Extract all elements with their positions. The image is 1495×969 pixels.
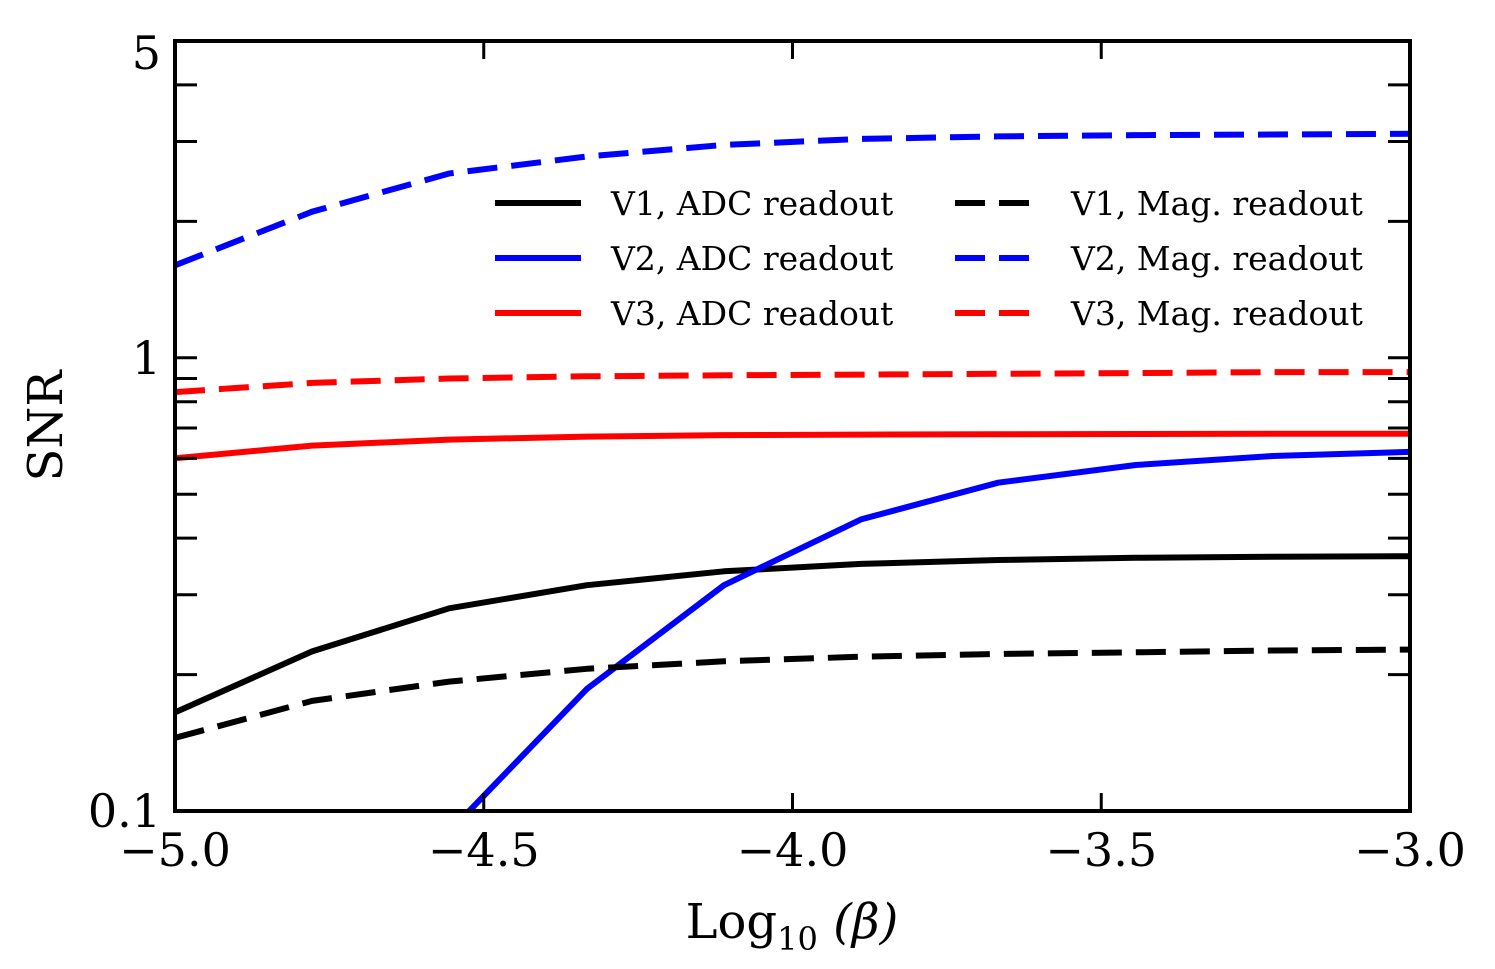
series-line-3 [175, 430, 1410, 462]
series-layer [175, 130, 1410, 811]
series-line-5 [175, 130, 1410, 269]
y-axis-title: SNR [18, 369, 74, 482]
legend-label-3: V3, ADC readout [610, 294, 893, 333]
x-axis-title: Log10 (β) [686, 894, 899, 958]
axis-labels: −5.0 −4.5 −4.0 −3.5 −3.0 5 1 0.1 Log10 (β) SNR [18, 26, 1466, 958]
x-tick-label: −4.5 [428, 823, 540, 877]
legend: V1, ADC readout V2, ADC readout V3, ADC re… [495, 184, 1363, 333]
axes-layer [173, 39, 1412, 813]
y-tick-label: 0.1 [88, 784, 161, 838]
y-tick-label: 5 [132, 26, 161, 80]
x-tick-label: −3.0 [1354, 823, 1466, 877]
x-tick-label: −4.0 [737, 823, 849, 877]
x-tick-label: −3.5 [1045, 823, 1157, 877]
series-line-2 [464, 448, 1410, 811]
series-line-1 [175, 553, 1410, 716]
series-line-4 [175, 646, 1410, 741]
legend-label-6: V3, Mag. readout [1070, 294, 1363, 333]
legend-label-4: V1, Mag. readout [1070, 184, 1363, 223]
y-tick-label: 1 [132, 331, 161, 385]
legend-label-5: V2, Mag. readout [1070, 239, 1363, 278]
legend-label-2: V2, ADC readout [610, 239, 893, 278]
legend-label-1: V1, ADC readout [610, 184, 893, 223]
series-line-6 [175, 369, 1410, 396]
x-tick-label: −5.0 [119, 823, 231, 877]
